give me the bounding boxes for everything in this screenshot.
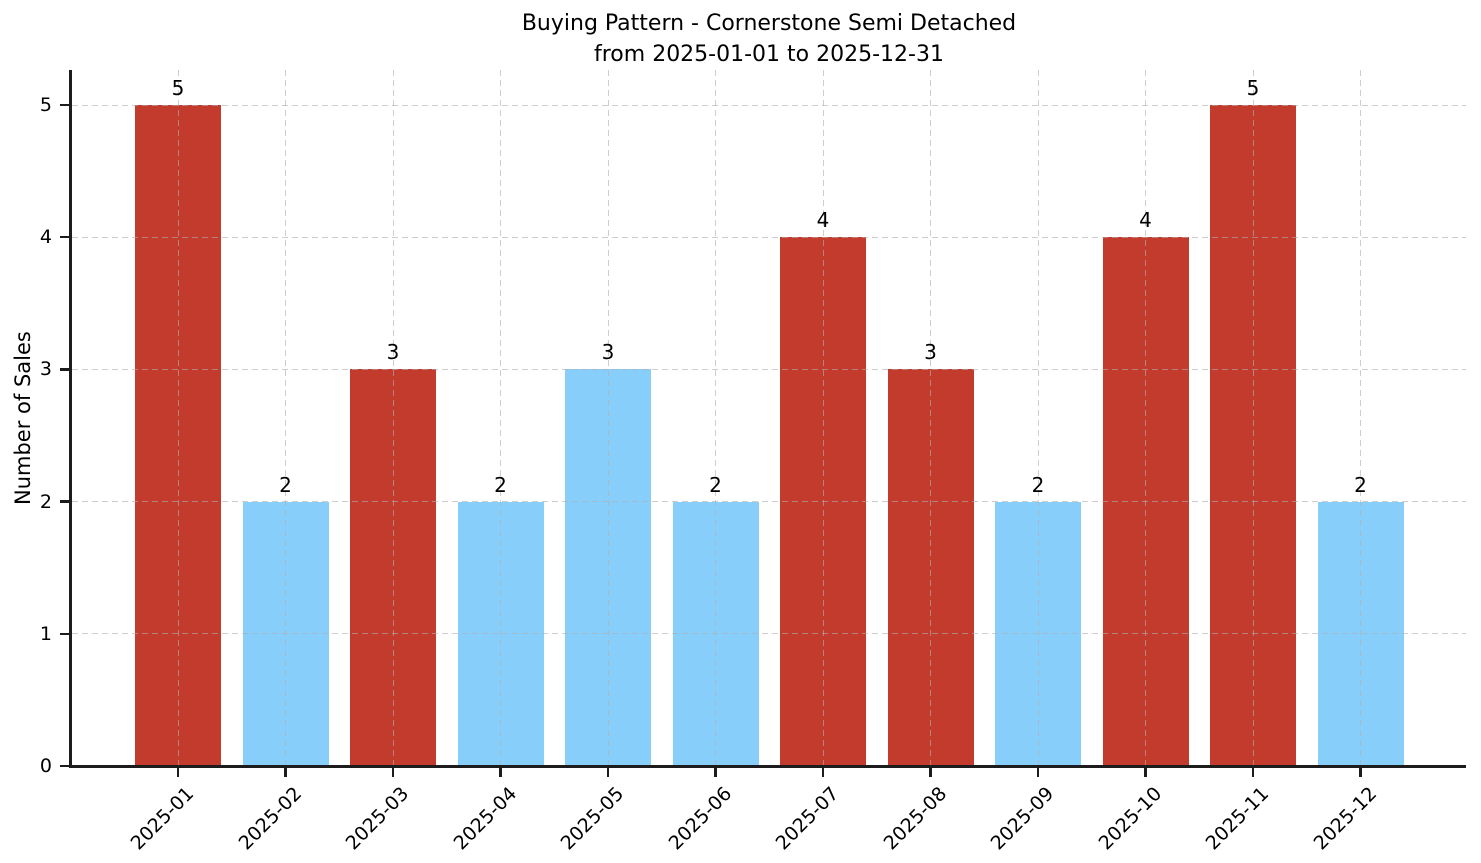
x-tick-mark-2025-07: [821, 768, 825, 777]
x-tick-mark-2025-10: [1144, 768, 1147, 777]
gridline-v-2025-11: [1252, 70, 1254, 766]
gridline-h-3: [72, 368, 1466, 370]
bar-value-label-2025-08: 3: [924, 340, 937, 365]
chart-subtitle: from 2025-01-01 to 2025-12-31: [594, 42, 944, 67]
bar-value-label-2025-06: 2: [709, 472, 722, 497]
bar-value-label-2025-11: 5: [1246, 76, 1260, 100]
x-tick-mark-2025-04: [499, 768, 502, 777]
y-tick-label-4: 4: [39, 226, 52, 249]
gridline-v-2025-12: [1360, 70, 1361, 766]
bar-value-label-2025-04: 2: [494, 472, 507, 497]
labels-layer: 0 1 2 3 4 5 2025-01 2025-02 2025-03 2025-04 2025-0…: [40, 70, 1466, 854]
gridline-h-5: [72, 104, 1466, 106]
x-tick-mark-2025-02: [284, 768, 287, 777]
gridline-v-2025-07: [822, 70, 824, 766]
bar-value-label-2025-12: 2: [1354, 472, 1367, 497]
grid-layer: [72, 70, 1466, 766]
y-tick-label-1: 1: [39, 622, 52, 645]
chart-title-block: Buying Pattern - Cornerstone Semi Detach…: [72, 8, 1466, 70]
bar-value-label-2025-05: 3: [601, 340, 615, 365]
gridline-v-2025-10: [1145, 70, 1146, 766]
gridline-h-2: [72, 501, 1466, 503]
bar-value-label-2025-02: 2: [279, 472, 292, 497]
bar-value-label-2025-09: 2: [1031, 472, 1045, 497]
y-axis-label: Number of Sales: [11, 331, 35, 505]
y-tick-mark-1: [60, 632, 69, 636]
x-tick-mark-2025-11: [1251, 768, 1255, 777]
axis-layer: [60, 70, 1466, 777]
y-tick-label-2: 2: [39, 490, 52, 513]
x-tick-mark-2025-05: [606, 768, 610, 777]
plot-area: 0 1 2 3 4 5 2025-01 2025-02 2025-03 2025-04 2025-0…: [40, 70, 1466, 854]
gridline-v-2025-01: [177, 70, 179, 766]
x-tick-mark-2025-03: [391, 768, 395, 777]
x-tick-mark-2025-06: [714, 768, 717, 777]
gridline-h-1: [72, 633, 1466, 635]
gridline-v-2025-02: [285, 70, 286, 766]
y-tick-mark-0: [60, 764, 69, 768]
gridline-v-2025-09: [1037, 70, 1039, 766]
x-tick-mark-2025-01: [176, 768, 180, 777]
y-tick-mark-4: [60, 235, 69, 239]
y-tick-mark-2: [60, 500, 69, 503]
bar-value-label-2025-07: 4: [816, 208, 830, 233]
gridline-h-4: [72, 236, 1466, 238]
chart-title: Buying Pattern - Cornerstone Semi Detach…: [521, 11, 1017, 36]
bar-value-label-2025-10: 4: [1139, 208, 1152, 233]
gridline-v-2025-04: [500, 70, 501, 766]
y-tick-mark-3: [60, 368, 69, 371]
x-tick-label-2025-01: 2025-01: [126, 782, 199, 855]
x-axis-line: [69, 765, 1466, 768]
y-axis-line: [69, 70, 72, 768]
x-tick-mark-2025-09: [1036, 768, 1040, 777]
y-tick-label-0: 0: [39, 755, 52, 777]
y-tick-label-5: 5: [39, 94, 52, 116]
x-tick-mark-2025-08: [929, 768, 932, 777]
x-tick-mark-2025-12: [1359, 768, 1362, 777]
bar-value-label-2025-03: 3: [386, 340, 400, 365]
gridline-v-2025-03: [392, 70, 394, 766]
y-tick-mark-5: [60, 103, 69, 107]
gridline-v-2025-08: [930, 70, 931, 766]
bar-value-label-2025-01: 5: [171, 76, 185, 100]
gridline-v-2025-06: [715, 70, 716, 766]
y-tick-label-3: 3: [39, 358, 52, 381]
gridline-v-2025-05: [607, 70, 609, 766]
